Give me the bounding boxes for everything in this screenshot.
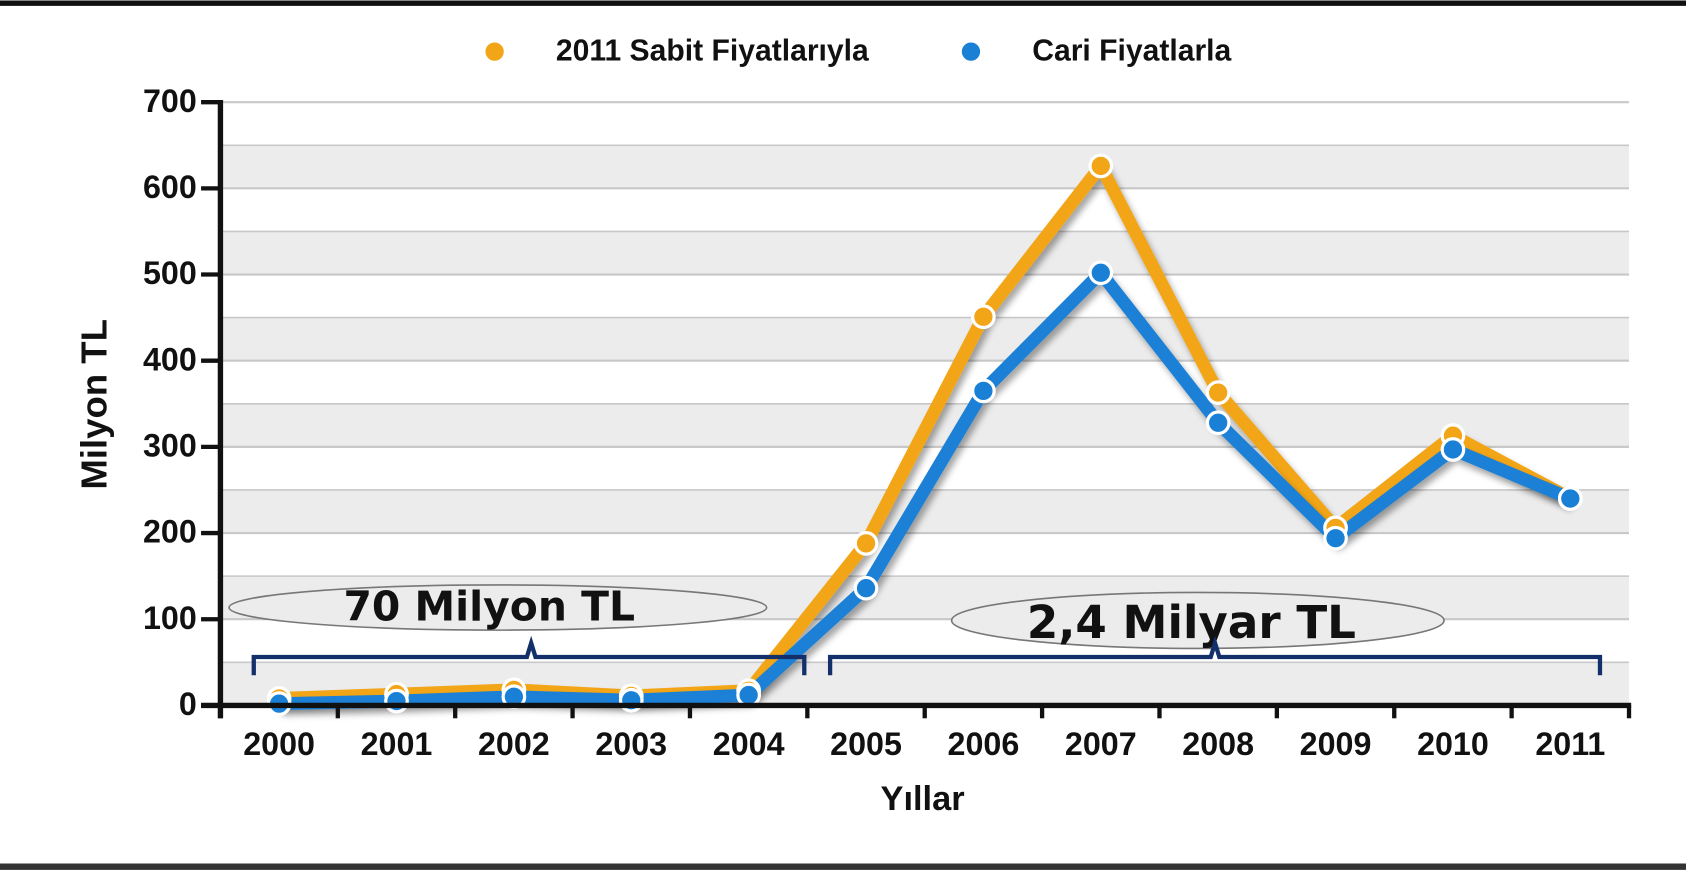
- annotation-ellipse: [950, 591, 1445, 650]
- y-tick-label: 600: [143, 169, 197, 205]
- x-tick-label: 2008: [1182, 726, 1254, 762]
- y-axis-label: Milyon TL: [73, 319, 114, 490]
- data-point: [971, 378, 996, 404]
- legend-label: 2011 Sabit Fiyatlarıyla: [556, 35, 869, 68]
- annotation: 70 Milyon TL: [343, 583, 635, 631]
- y-tick-label: 200: [143, 514, 197, 550]
- data-point: [853, 575, 879, 601]
- data-point: [1205, 380, 1231, 405]
- series-line: [278, 266, 1573, 711]
- legend: 2011 Sabit Fiyatlarıyla Cari Fiyatlarla: [450, 35, 1232, 68]
- data-point: [1440, 437, 1466, 462]
- grid-band: [220, 145, 1630, 189]
- bracket: [827, 635, 1603, 676]
- data-point: [971, 304, 996, 330]
- data-point: [1205, 410, 1231, 436]
- x-tick-label: 2005: [830, 726, 902, 762]
- x-tick-label: 2009: [1300, 726, 1372, 762]
- x-tick-label: 2011: [1535, 726, 1605, 762]
- annotations: 70 Milyon TL 2,4 Milyar TL: [228, 583, 1603, 676]
- x-tick-label: 2007: [1065, 726, 1137, 762]
- x-tick-label: 2010: [1417, 726, 1489, 762]
- bracket: [251, 635, 807, 676]
- x-axis-label: Yıllar: [881, 780, 965, 818]
- x-tick-label: 2006: [948, 726, 1020, 762]
- y-tick-label: 0: [179, 686, 197, 722]
- x-tick-label: 2000: [243, 726, 315, 762]
- grid-band: [220, 317, 1630, 361]
- legend-label: Cari Fiyatlarla: [1032, 35, 1231, 68]
- y-tick-label: 500: [143, 255, 197, 291]
- data-point: [1323, 525, 1348, 551]
- x-tick-label: 2002: [478, 726, 550, 762]
- plot: [266, 153, 1583, 717]
- y-tick-label: 100: [143, 600, 197, 636]
- grid-band: [220, 231, 1630, 275]
- axes: 0 100 200 300 400 500 600 700 2000 2001 2002 2003 20…: [143, 83, 1632, 762]
- data-point: [1557, 486, 1583, 511]
- y-tick-label: 400: [143, 341, 197, 377]
- data-point: [1088, 260, 1114, 286]
- x-tick-label: 2001: [361, 726, 433, 762]
- y-tick-label: 700: [143, 83, 197, 119]
- x-tick-label: 2004: [713, 726, 785, 762]
- legend-marker: [958, 39, 984, 64]
- y-tick-label: 300: [143, 427, 197, 463]
- data-point: [736, 682, 762, 708]
- data-point: [853, 531, 879, 556]
- annotation: 2,4 Milyar TL: [1027, 596, 1356, 649]
- data-point: [384, 688, 409, 714]
- legend-marker: [482, 39, 507, 64]
- x-tick-label: 2003: [595, 726, 667, 762]
- series-line: [278, 159, 1574, 705]
- annotation-ellipse: [228, 584, 768, 631]
- data-point: [1088, 153, 1114, 179]
